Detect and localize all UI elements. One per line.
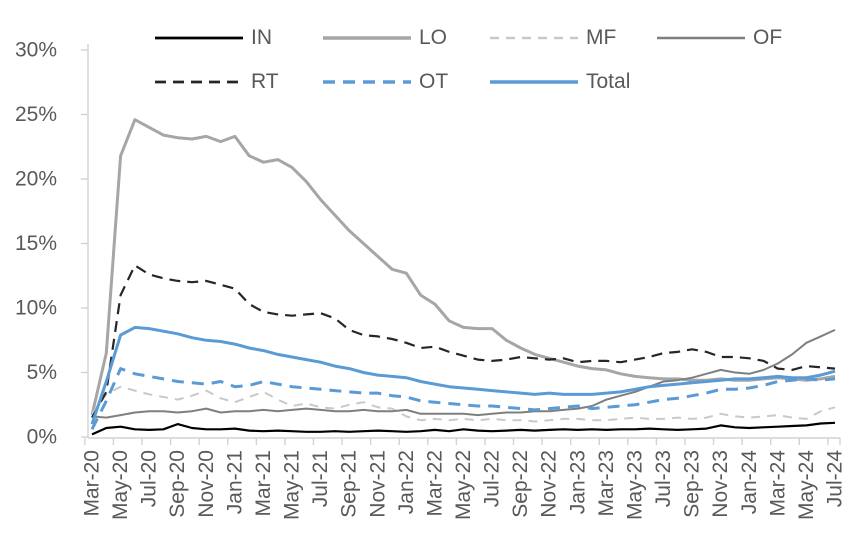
x-axis-label: Sep-23 — [681, 450, 704, 518]
series-line-of — [91, 328, 836, 419]
legend-line-lo-icon — [323, 36, 411, 40]
legend-label-in: IN — [251, 26, 272, 49]
x-axis-label: Nov-23 — [709, 450, 732, 518]
x-axis-label: Sep-21 — [338, 450, 361, 518]
legend-line-rt-icon — [155, 80, 243, 84]
x-axis-label: Mar-21 — [252, 450, 275, 517]
legend-label-rt: RT — [251, 70, 279, 93]
y-axis-label: 30% — [15, 39, 57, 62]
y-axis-label: 25% — [15, 103, 57, 126]
x-axis-label: Sep-20 — [166, 450, 189, 518]
x-axis-label: Jul-24 — [824, 450, 847, 508]
series-line-total — [90, 325, 836, 425]
y-axis-label: 15% — [15, 232, 57, 255]
legend-item-ot: OT — [323, 70, 449, 93]
legend-line-mf-icon — [490, 36, 578, 40]
y-axis-label: 10% — [15, 297, 57, 320]
x-axis-label: May-21 — [281, 450, 304, 520]
series-lines — [90, 118, 836, 436]
legend-item-total: Total — [490, 70, 631, 93]
legend-label-lo: LO — [419, 26, 448, 49]
x-axis-label: Jan-21 — [223, 450, 246, 514]
x-axis-label: Nov-21 — [366, 450, 389, 518]
series-line-mf — [91, 385, 836, 423]
legend-label-of: OF — [753, 26, 783, 49]
x-axis-label: Nov-22 — [538, 450, 561, 518]
axes: 0%5%10%15%20%25%30%Mar-20 May-20 Jul-20 Sep… — [15, 39, 847, 521]
legend-label-ot: OT — [419, 70, 449, 93]
legend-item-of: OF — [657, 26, 783, 49]
legend-item-lo: LO — [323, 26, 448, 49]
legend-item-mf: MF — [490, 26, 617, 49]
x-axis-label: Jan-22 — [395, 450, 418, 514]
series-line-rt — [91, 264, 836, 419]
y-axis-label: 0% — [27, 426, 57, 449]
legend-line-of-icon — [657, 36, 745, 40]
x-axis-label: May-23 — [623, 450, 646, 520]
legend-line-total-icon — [490, 80, 578, 84]
x-axis-label: Jul-21 — [309, 450, 332, 507]
x-axis-label: Jul-20 — [138, 450, 161, 507]
x-axis-label: Jan-23 — [566, 450, 589, 514]
x-axis-label: Mar-24 — [766, 450, 789, 517]
x-axis-label: Nov-20 — [195, 450, 218, 518]
legend-item-in: IN — [155, 26, 272, 49]
x-axis-label: Sep-22 — [509, 450, 532, 518]
x-axis-label: May-24 — [795, 450, 818, 520]
y-axis-label: 5% — [27, 361, 57, 384]
legend: IN LO MF OF RT OT Total — [0, 0, 852, 110]
x-axis-label: Mar-22 — [423, 450, 446, 517]
x-axis-label: Jul-23 — [652, 450, 675, 507]
legend-label-total: Total — [586, 70, 631, 93]
x-axis-label: Mar-20 — [81, 450, 104, 517]
legend-line-in-icon — [155, 36, 243, 40]
x-axis-label: May-22 — [452, 450, 475, 520]
legend-label-mf: MF — [586, 26, 617, 49]
x-axis-label: Jan-24 — [738, 450, 761, 515]
x-axis-label: Mar-23 — [595, 450, 618, 517]
x-axis-label: Jul-22 — [481, 450, 504, 507]
legend-item-rt: RT — [155, 70, 279, 93]
legend-line-ot-icon — [323, 80, 411, 84]
y-axis-label: 20% — [15, 168, 57, 191]
series-line-ot — [90, 367, 836, 430]
x-axis-label: May-20 — [109, 450, 132, 520]
series-line-in — [91, 421, 836, 436]
